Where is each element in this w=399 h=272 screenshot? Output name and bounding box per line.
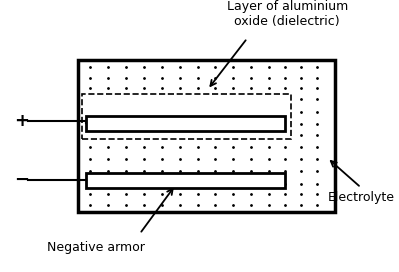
Bar	[78, 60, 335, 212]
Text: +: +	[14, 112, 30, 130]
Text: Layer of aluminium
oxide (dielectric): Layer of aluminium oxide (dielectric)	[227, 0, 348, 28]
Bar	[82, 94, 291, 139]
Text: Negative armor: Negative armor	[47, 241, 145, 254]
Bar	[86, 173, 285, 188]
Bar	[86, 116, 285, 131]
Text: −: −	[14, 171, 30, 188]
Text: Electrolyte: Electrolyte	[328, 191, 395, 204]
